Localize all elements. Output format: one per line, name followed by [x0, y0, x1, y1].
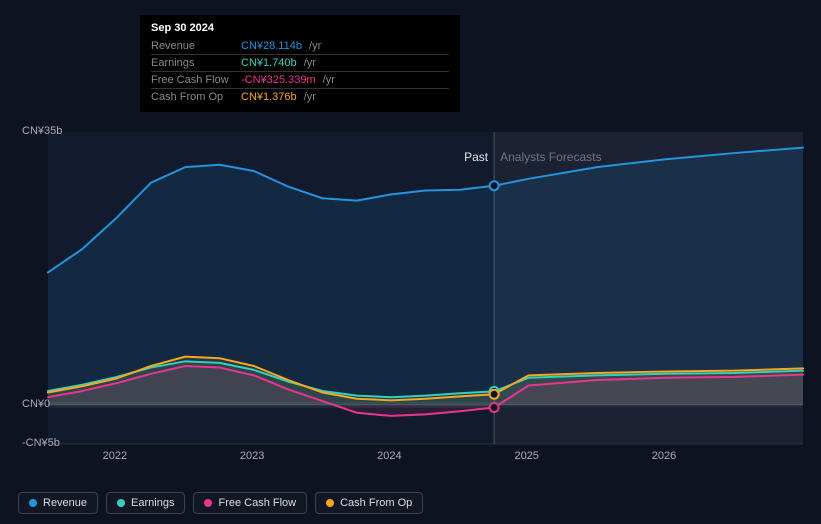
legend-dot-icon	[117, 499, 125, 507]
past-section-label: Past	[464, 150, 488, 164]
chart-tooltip: Sep 30 2024 RevenueCN¥28.114b /yrEarning…	[140, 15, 460, 112]
chart-legend: Revenue Earnings Free Cash Flow Cash From O…	[18, 492, 423, 514]
y-tick-label: CN¥0	[22, 398, 50, 410]
tooltip-row-value: CN¥1.740b /yr	[241, 55, 449, 72]
legend-label: Free Cash Flow	[218, 497, 296, 509]
x-tick-label: 2024	[377, 450, 401, 462]
tooltip-row-value: CN¥1.376b /yr	[241, 89, 449, 106]
tooltip-row: RevenueCN¥28.114b /yr	[151, 38, 449, 55]
tooltip-row: Free Cash Flow-CN¥325.339m /yr	[151, 72, 449, 89]
y-tick-label: CN¥35b	[22, 125, 62, 137]
tooltip-title: Sep 30 2024	[151, 22, 449, 34]
financial-chart: Past Analysts Forecasts CN¥35b CN¥0 -CN¥5b…	[0, 0, 821, 524]
legend-label: Revenue	[43, 497, 87, 509]
tooltip-row-label: Free Cash Flow	[151, 72, 241, 89]
tooltip-row: EarningsCN¥1.740b /yr	[151, 55, 449, 72]
legend-label: Earnings	[131, 497, 174, 509]
x-tick-label: 2023	[240, 450, 264, 462]
legend-item[interactable]: Cash From Op	[315, 492, 423, 514]
tooltip-row-value: CN¥28.114b /yr	[241, 38, 449, 55]
legend-item[interactable]: Revenue	[18, 492, 98, 514]
legend-item[interactable]: Free Cash Flow	[193, 492, 307, 514]
legend-dot-icon	[326, 499, 334, 507]
forecast-section-label: Analysts Forecasts	[500, 150, 601, 164]
tooltip-row-label: Cash From Op	[151, 89, 241, 106]
tooltip-row-label: Revenue	[151, 38, 241, 55]
tooltip-row: Cash From OpCN¥1.376b /yr	[151, 89, 449, 106]
x-tick-label: 2022	[103, 450, 127, 462]
tooltip-row-label: Earnings	[151, 55, 241, 72]
y-tick-label: -CN¥5b	[22, 437, 60, 449]
legend-label: Cash From Op	[340, 497, 412, 509]
legend-item[interactable]: Earnings	[106, 492, 185, 514]
x-tick-label: 2025	[514, 450, 538, 462]
legend-dot-icon	[204, 499, 212, 507]
x-tick-label: 2026	[652, 450, 676, 462]
legend-dot-icon	[29, 499, 37, 507]
tooltip-row-value: -CN¥325.339m /yr	[241, 72, 449, 89]
